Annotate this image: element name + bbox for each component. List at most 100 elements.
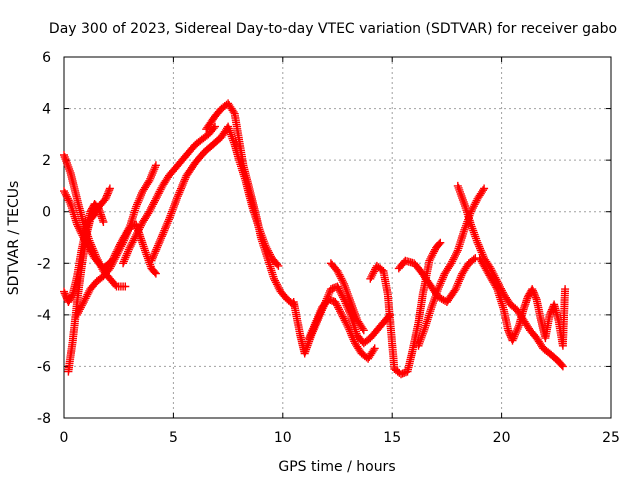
data-point [115,246,124,254]
data-point [136,192,145,201]
data-point [339,314,348,323]
data-point [162,221,171,230]
data-point [60,188,69,197]
data-point [118,240,127,249]
data-point [167,207,176,216]
data-point [132,230,141,239]
data-point [151,269,160,278]
data-point [477,257,486,266]
data-point [315,308,324,317]
data-point [135,225,143,234]
data-point [74,224,83,233]
data-point [74,309,83,317]
data-point [161,223,170,231]
x-tick-label: 25 [602,430,620,446]
data-point [453,281,462,290]
data-point [145,207,154,216]
data-point [148,169,157,177]
data-point [306,330,315,339]
data-point [451,251,459,260]
x-tick-label: 20 [493,430,511,446]
data-point [316,307,325,315]
data-point [150,249,159,258]
data-point [80,296,89,305]
data-point [117,242,126,251]
data-point [133,229,142,238]
data-point [505,329,514,338]
data-point [126,242,135,250]
data-point [336,272,345,281]
data-point [333,267,342,275]
data-point [111,253,120,262]
data-point [111,280,120,289]
data-point [61,190,70,199]
data-point [334,268,343,277]
data-point [110,255,119,264]
data-point [314,312,323,321]
data-point [491,281,500,290]
x-tick-label: 15 [383,430,401,446]
data-point [82,292,91,301]
data-point [149,167,158,176]
data-point [270,274,278,283]
data-point [128,212,137,221]
data-point [273,260,282,269]
data-point [128,238,137,247]
data-point [134,227,143,236]
data-point [135,194,144,203]
data-point [136,221,145,230]
data-point [136,223,144,232]
data-point [331,298,340,306]
data-point [511,330,519,339]
data-point [435,281,444,290]
data-point [124,245,133,254]
grid-lines [64,57,611,418]
data-point [358,324,367,333]
data-point [157,234,166,243]
data-point [77,301,86,310]
data-point [176,186,185,195]
data-point [131,232,140,241]
data-point [366,274,375,283]
data-point [116,244,125,253]
data-point [147,172,155,181]
data-point [133,198,142,207]
data-point [127,240,136,249]
data-point [336,288,345,296]
data-point [339,278,348,287]
data-point [81,294,90,303]
data-point [343,321,352,330]
data-point [60,289,69,298]
data-point [514,323,523,332]
data-point [450,286,459,295]
data-point [155,238,164,246]
data-point [165,215,173,224]
data-point [105,264,114,273]
data-point [488,276,497,285]
data-point [469,202,478,211]
data-point [428,251,437,260]
data-point [334,303,343,312]
data-point [119,236,128,245]
data-point [173,192,182,201]
data-point [120,255,129,264]
data-point [336,307,344,316]
data-point [476,246,485,255]
data-point [509,334,518,343]
data-point [170,201,179,210]
data-point [174,190,183,199]
data-point [452,248,461,257]
data-point [336,309,345,317]
data-point [149,200,158,209]
data-point [337,310,346,319]
data-point [430,247,439,256]
data-point [151,247,160,256]
y-tick-label: 4 [42,102,51,118]
data-point [335,270,344,279]
data-point [152,193,161,201]
data-point [151,194,160,203]
data-point [161,224,169,233]
data-point [273,282,282,291]
data-point [164,217,173,226]
data-point [125,243,134,252]
